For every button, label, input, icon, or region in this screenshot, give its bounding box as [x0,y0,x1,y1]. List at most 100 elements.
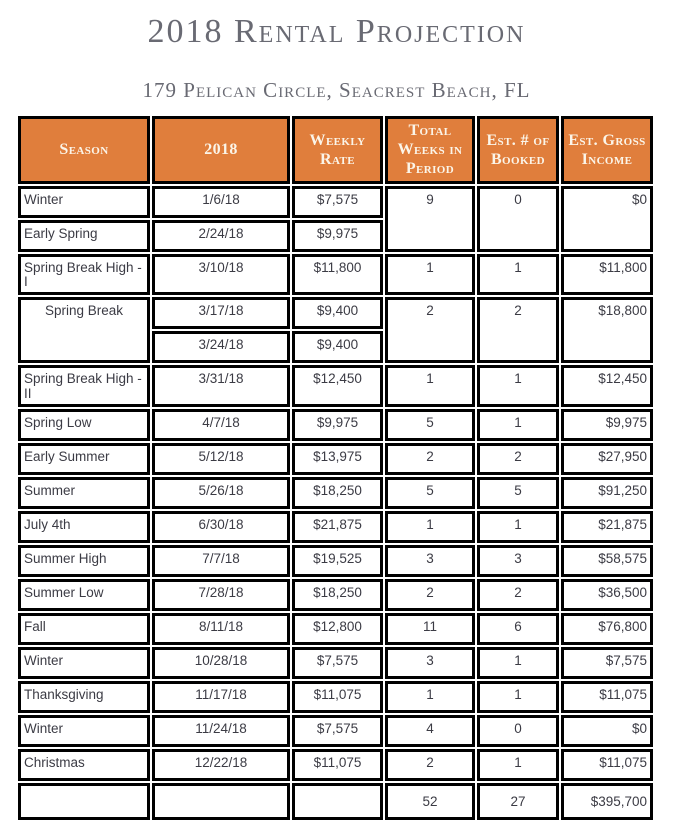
weeks-cell: 1 [385,510,475,543]
table-row: Spring Break 3/17/18 $9,400 2 2 $18,800 [18,297,653,364]
date-cell: 11/17/18 [152,680,290,713]
weeks-cell: 2 [385,748,475,781]
weeks-cell: 5 [385,408,475,441]
income-cell: $0 [561,185,653,252]
season-cell: Winter [18,185,150,218]
booked-cell: 1 [477,748,559,781]
rate-cell: $12,450 [292,365,383,407]
date-cell: 3/31/18 [152,365,290,407]
rate-cell: $13,975 [292,442,383,475]
rate-cell: $19,525 [292,544,383,577]
income-cell: $12,450 [561,365,653,407]
weeks-cell: 1 [385,680,475,713]
booked-cell: 2 [477,578,559,611]
empty-cell [18,782,150,820]
income-cell: $11,075 [561,748,653,781]
table-row: Spring Low 4/7/18 $9,975 5 1 $9,975 [18,408,653,441]
season-cell: Summer High [18,544,150,577]
page-subtitle: 179 Pelican Circle, Seacrest Beach, FL [142,78,531,102]
empty-cell [152,782,290,820]
income-cell: $11,800 [561,253,653,296]
booked-cell: 0 [477,714,559,747]
booked-cell: 5 [477,476,559,509]
date-cell: 7/28/18 [152,578,290,611]
income-cell: $18,800 [561,297,653,364]
date-cell: 5/12/18 [152,442,290,475]
rate-cell: $11,800 [292,253,383,296]
season-cell: Early Spring [18,219,150,252]
table-row: Early Spring 2/24/18 $9,975 [18,219,653,252]
booked-cell: 6 [477,612,559,645]
total-weeks-cell: 52 [385,782,475,820]
rate-cell: $11,075 [292,680,383,713]
column-header-2018: 2018 [152,116,290,184]
weeks-cell: 9 [385,185,475,252]
rate-cell: $21,875 [292,510,383,543]
booked-cell: 0 [477,185,559,252]
totals-row: 52 27 $395,700 [18,782,653,820]
season-cell: Summer [18,476,150,509]
rate-cell: $7,575 [292,185,383,218]
booked-cell: 1 [477,408,559,441]
season-cell: Winter [18,714,150,747]
rate-cell: $18,250 [292,578,383,611]
income-cell: $27,950 [561,442,653,475]
booked-cell: 1 [477,510,559,543]
rate-cell: $7,575 [292,714,383,747]
table-row: Christmas 12/22/18 $11,075 2 1 $11,075 [18,748,653,781]
income-cell: $21,875 [561,510,653,543]
rate-cell: $11,075 [292,748,383,781]
weeks-cell: 4 [385,714,475,747]
column-header-season: Season [18,116,150,184]
empty-cell [292,782,383,820]
income-cell: $58,575 [561,544,653,577]
table-row: 3/24/18 $9,400 [18,331,653,364]
income-cell: $7,575 [561,646,653,679]
column-header-est-booked: Est. # of Booked [477,116,559,184]
income-cell: $9,975 [561,408,653,441]
table-row: Thanksgiving 11/17/18 $11,075 1 1 $11,07… [18,680,653,713]
weeks-cell: 1 [385,253,475,296]
column-header-weekly-rate: Weekly Rate [292,116,383,184]
income-cell: $0 [561,714,653,747]
total-booked-cell: 27 [477,782,559,820]
booked-cell: 3 [477,544,559,577]
table-row: Spring Break High - I 3/10/18 $11,800 1 … [18,253,653,296]
table-row: July 4th 6/30/18 $21,875 1 1 $21,875 [18,510,653,543]
rental-projection-table: Season 2018 Weekly Rate Total Weeks in P… [16,114,655,822]
income-cell: $11,075 [561,680,653,713]
rate-cell: $18,250 [292,476,383,509]
date-cell: 10/28/18 [152,646,290,679]
season-cell: Summer Low [18,578,150,611]
date-cell: 12/22/18 [152,748,290,781]
column-header-est-gross-income: Est. Gross Income [561,116,653,184]
booked-cell: 2 [477,297,559,364]
booked-cell: 1 [477,253,559,296]
rate-cell: $9,400 [292,331,383,364]
rate-cell: $12,800 [292,612,383,645]
season-cell: Christmas [18,748,150,781]
weeks-cell: 5 [385,476,475,509]
rate-cell: $9,975 [292,408,383,441]
income-cell: $76,800 [561,612,653,645]
date-cell: 7/7/18 [152,544,290,577]
rate-cell: $9,975 [292,219,383,252]
weeks-cell: 2 [385,578,475,611]
rate-cell: $9,400 [292,297,383,330]
page-title: 2018 Rental Projection [147,13,526,50]
season-cell: July 4th [18,510,150,543]
income-cell: $36,500 [561,578,653,611]
table-row: Summer 5/26/18 $18,250 5 5 $91,250 [18,476,653,509]
weeks-cell: 3 [385,544,475,577]
season-cell: Thanksgiving [18,680,150,713]
season-cell: Fall [18,612,150,645]
date-cell: 6/30/18 [152,510,290,543]
date-cell: 2/24/18 [152,219,290,252]
weeks-cell: 3 [385,646,475,679]
season-cell: Spring Low [18,408,150,441]
weeks-cell: 2 [385,297,475,364]
date-cell: 11/24/18 [152,714,290,747]
table-row: Winter 1/6/18 $7,575 9 0 $0 [18,185,653,252]
total-income-cell: $395,700 [561,782,653,820]
date-cell: 3/10/18 [152,253,290,296]
